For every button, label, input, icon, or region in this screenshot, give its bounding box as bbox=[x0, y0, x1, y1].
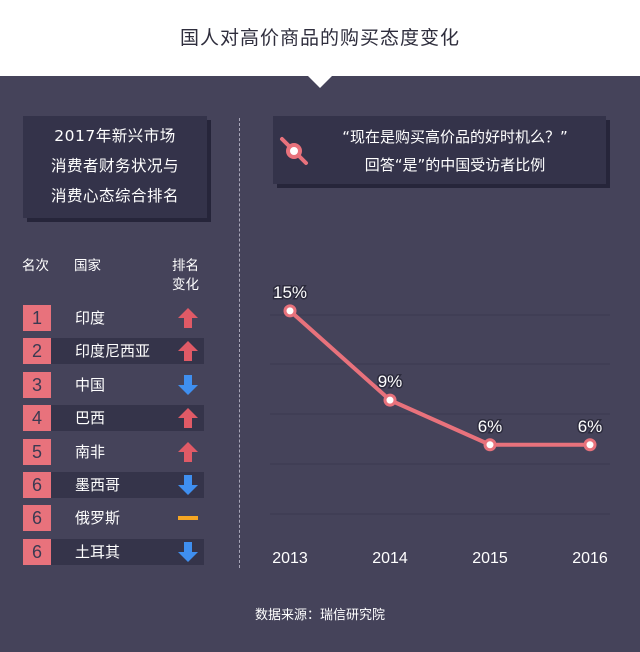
column-header-rank: 名次 bbox=[22, 258, 49, 274]
line-legend-icon bbox=[280, 137, 308, 165]
chart-series bbox=[288, 309, 590, 447]
data-point bbox=[583, 438, 597, 452]
series-line bbox=[288, 309, 590, 447]
arrow-up-icon bbox=[178, 341, 198, 362]
x-tick-label: 2013 bbox=[272, 550, 308, 567]
chart-points bbox=[283, 304, 597, 452]
x-tick-label: 2016 bbox=[572, 550, 608, 567]
column-header-change-1: 排名 bbox=[172, 258, 199, 274]
header-bar bbox=[0, 0, 640, 76]
arrow-down-icon bbox=[178, 541, 198, 562]
data-label: 15% bbox=[273, 283, 307, 302]
question-line-1: “现在是购买高价品的好时机么？” bbox=[342, 128, 568, 146]
ranking-row-background bbox=[23, 405, 204, 432]
dash-icon bbox=[178, 516, 198, 521]
column-header-country: 国家 bbox=[74, 258, 101, 274]
data-label: 6% bbox=[578, 417, 603, 436]
chart-grid bbox=[270, 314, 610, 515]
header-notch bbox=[307, 75, 333, 88]
data-point bbox=[483, 438, 497, 452]
question-line-2: 回答“是”的中国受访者比例 bbox=[364, 156, 546, 174]
ranking-title-line-2: 消费者财务状况与 bbox=[50, 157, 179, 175]
rank-number: 6 bbox=[23, 505, 51, 532]
column-header-change-2: 变化 bbox=[172, 277, 199, 293]
ranking-row: 6 墨西哥 bbox=[23, 472, 204, 498]
ranking-row: 6 土耳其 bbox=[23, 538, 204, 565]
x-tick-label: 2015 bbox=[472, 550, 508, 567]
arrow-up-icon bbox=[178, 441, 198, 462]
rank-number: 2 bbox=[23, 338, 51, 365]
ranking-row-background bbox=[23, 472, 204, 498]
ranking-row: 2 印度尼西亚 bbox=[23, 338, 204, 365]
rank-number: 4 bbox=[23, 405, 51, 432]
chart-labels: 15% 9% 6% 6% bbox=[271, 281, 603, 437]
page-title: 国人对高价商品的购买态度变化 bbox=[179, 27, 460, 49]
data-point bbox=[283, 304, 297, 318]
chart-x-axis: 2013 2014 2015 2016 bbox=[272, 550, 608, 567]
country-name: 印度 bbox=[75, 309, 106, 327]
country-name: 土耳其 bbox=[75, 542, 121, 561]
rank-number: 5 bbox=[23, 438, 51, 465]
ranking-row: 5 南非 bbox=[23, 438, 204, 465]
ranking-row: 3 中国 bbox=[23, 371, 204, 398]
data-label: 6% bbox=[478, 417, 503, 436]
ranking-title-line-1: 2017年新兴市场 bbox=[54, 127, 176, 145]
data-point bbox=[383, 393, 397, 407]
arrow-down-icon bbox=[178, 374, 198, 395]
rank-number: 1 bbox=[23, 305, 51, 331]
rank-number: 6 bbox=[23, 538, 51, 565]
rank-number: 3 bbox=[23, 371, 51, 398]
ranking-title-box: 2017年新兴市场 消费者财务状况与 消费心态综合排名 bbox=[23, 116, 207, 218]
x-tick-label: 2014 bbox=[372, 550, 408, 567]
ranking-row-background bbox=[23, 338, 204, 365]
arrow-up-icon bbox=[178, 408, 198, 429]
rank-number: 6 bbox=[23, 472, 51, 498]
country-name: 巴西 bbox=[75, 409, 106, 428]
arrow-up-icon bbox=[178, 308, 198, 328]
country-name: 俄罗斯 bbox=[75, 509, 121, 528]
ranking-row-background bbox=[23, 538, 204, 565]
country-name: 印度尼西亚 bbox=[75, 342, 151, 361]
country-name: 墨西哥 bbox=[75, 476, 121, 494]
data-label: 9% bbox=[378, 372, 403, 391]
arrow-down-icon bbox=[178, 475, 198, 495]
question-box: “现在是购买高价品的好时机么？” 回答“是”的中国受访者比例 bbox=[273, 116, 606, 184]
ranking-title-line-3: 消费心态综合排名 bbox=[50, 187, 179, 205]
country-name: 中国 bbox=[75, 375, 106, 394]
dashed-divider bbox=[239, 118, 240, 568]
ranking-row: 4 巴西 bbox=[23, 405, 204, 432]
ranking-row: 1 印度 bbox=[23, 305, 204, 331]
country-name: 南非 bbox=[75, 442, 106, 461]
data-source: 数据来源：瑞信研究院 bbox=[254, 608, 385, 623]
ranking-row: 6 俄罗斯 bbox=[23, 505, 204, 532]
